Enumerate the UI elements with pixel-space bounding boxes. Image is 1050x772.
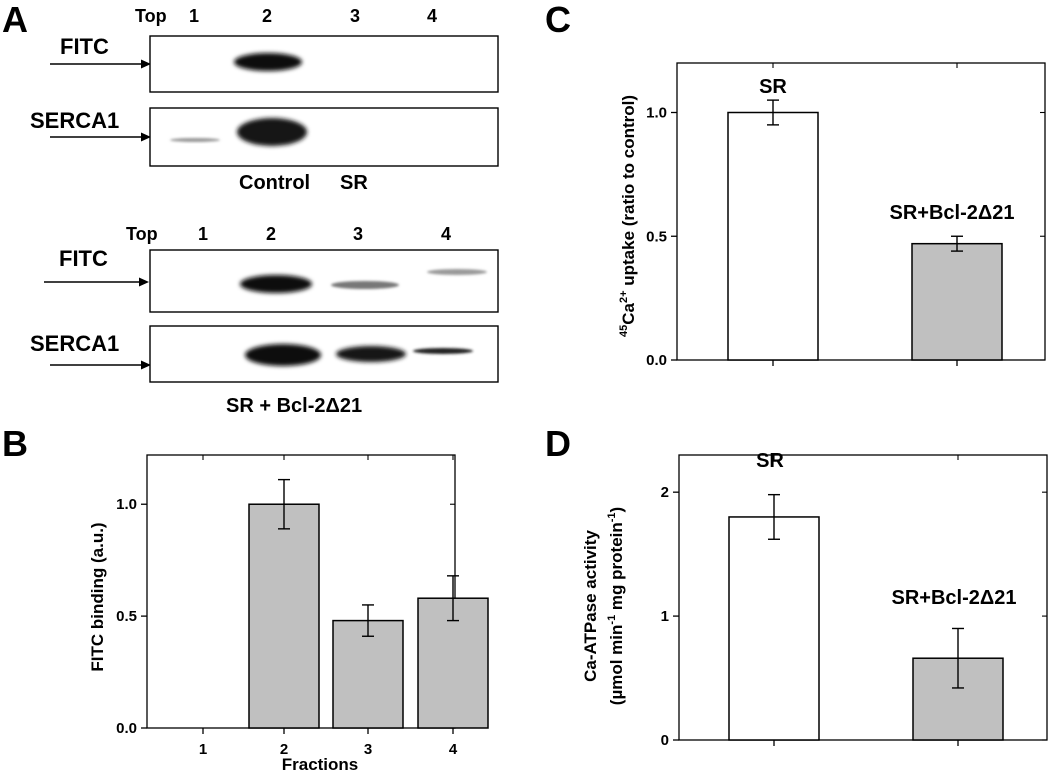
bcl-fitc-band-2 (240, 275, 312, 293)
bcl-serca1-arrow (50, 360, 151, 370)
chart-b-x-tick-label: 4 (449, 741, 458, 758)
chart-b-y-tick-label: 0.0 (116, 720, 137, 737)
control-serca1-blot (149, 107, 499, 167)
chart-d-ylabel-p2: mg protein (607, 522, 626, 615)
chart-b-x-tick-label: 2 (280, 741, 288, 758)
chart-b-x-tick-label: 3 (364, 741, 372, 758)
bcl-fitc-blot (149, 249, 499, 313)
lane-label-1: 1 (189, 6, 199, 26)
chart-c-y-axis-label: 45Ca2+ uptake (ratio to control) (618, 95, 638, 337)
lane-label-2: 2 (266, 224, 276, 244)
chart-b-x-tick-label: 1 (199, 741, 207, 758)
chart-c-ylabel-sup-1: 45 (618, 325, 630, 337)
chart-d-ylabel-sup-2: -1 (606, 512, 618, 522)
panel-label-c: C (545, 0, 571, 40)
lane-label-top: Top (135, 6, 167, 26)
bcl-fitc-label: FITC (59, 246, 108, 271)
lane-label-3: 3 (353, 224, 363, 244)
chart-c-ylabel-ca: Ca (619, 302, 638, 324)
lane-label-1: 1 (198, 224, 208, 244)
chart-c-y-tick-label: 0.5 (646, 228, 667, 245)
bcl-serca1-label: SERCA1 (30, 331, 119, 356)
control-fitc-arrow (50, 59, 151, 69)
chart-b-y-tick-label: 1.0 (116, 496, 137, 513)
lane-label-2: 2 (262, 6, 272, 26)
lane-label-4: 4 (441, 224, 451, 244)
chart-d-ylabel-sup-1: -1 (606, 615, 618, 625)
chart-b: 0.0 0.5 1.0 1 2 3 4 (116, 454, 489, 758)
bcl-fitc-band-3 (331, 281, 399, 289)
chart-d-ylabel-p0: (µmol min (607, 625, 626, 706)
control-caption-1: Control (239, 172, 310, 194)
chart-c-bar-SR (727, 111, 819, 361)
bcl-caption: SR + Bcl-2Δ21 (226, 395, 362, 417)
control-serca1-band-1 (170, 138, 220, 142)
chart-d-y-axis-label-line1: Ca-ATPase activity (581, 530, 600, 682)
chart-d-y-tick-label: 1 (661, 608, 669, 625)
chart-d-y-tick-label: 0 (661, 732, 669, 749)
chart-d-y-axis-label-line2: (µmol min-1 mg protein-1) (606, 507, 626, 705)
bcl-fitc-band-4 (427, 269, 487, 275)
bcl-fitc-arrow (44, 277, 149, 287)
control-lane-labels: Top 1 2 3 4 (135, 6, 437, 26)
control-fitc-label: FITC (60, 34, 109, 59)
lane-label-top: Top (126, 224, 158, 244)
bcl-lane-labels: Top 1 2 3 4 (126, 224, 451, 244)
panel-label-b: B (2, 423, 28, 464)
bcl-serca1-band-3 (336, 346, 406, 362)
chart-c-bar-label: SR (759, 76, 787, 98)
bcl-serca1-band-2 (245, 344, 321, 366)
chart-c-bar-label: SR+Bcl-2Δ21 (890, 202, 1015, 224)
panel-label-d: D (545, 423, 571, 464)
chart-d-y-tick-label: 2 (661, 484, 669, 501)
panel-label-a: A (2, 0, 28, 40)
chart-b-bar-2 (248, 503, 320, 729)
chart-c-y-tick-label: 1.0 (646, 105, 667, 122)
chart-b-x-axis-label: Fractions (282, 755, 359, 772)
bcl-serca1-blot (149, 325, 499, 383)
chart-d-ylabel-p4: ) (607, 507, 626, 513)
lane-label-3: 3 (350, 6, 360, 26)
chart-d-bar-label: SR (756, 450, 784, 472)
bcl-serca1-band-4 (413, 348, 473, 354)
chart-c-bar-SR+Bcl-2Δ21 (911, 242, 1003, 361)
lane-label-4: 4 (427, 6, 437, 26)
control-fitc-band-2 (234, 53, 302, 71)
control-fitc-blot (149, 35, 499, 93)
chart-b-y-tick-label: 0.5 (116, 608, 137, 625)
chart-d: 0 1 2 SR SR+Bcl-2Δ21 (661, 450, 1048, 749)
control-caption-2: SR (340, 172, 368, 194)
control-serca1-label: SERCA1 (30, 108, 119, 133)
chart-c-ylabel-sup-2: 2+ (618, 290, 630, 303)
chart-d-bar-label: SR+Bcl-2Δ21 (892, 587, 1017, 609)
chart-c-ylabel-rest: uptake (ratio to control) (619, 95, 638, 291)
control-serca1-band-2 (237, 118, 307, 146)
chart-c-y-tick-label: 0.0 (646, 352, 667, 369)
chart-b-y-axis-label: FITC binding (a.u.) (88, 522, 107, 671)
control-serca1-arrow (50, 132, 151, 142)
chart-c: 0.0 0.5 1.0 SR SR+Bcl-2Δ21 (646, 62, 1046, 369)
chart-d-bar-SR (728, 516, 820, 741)
